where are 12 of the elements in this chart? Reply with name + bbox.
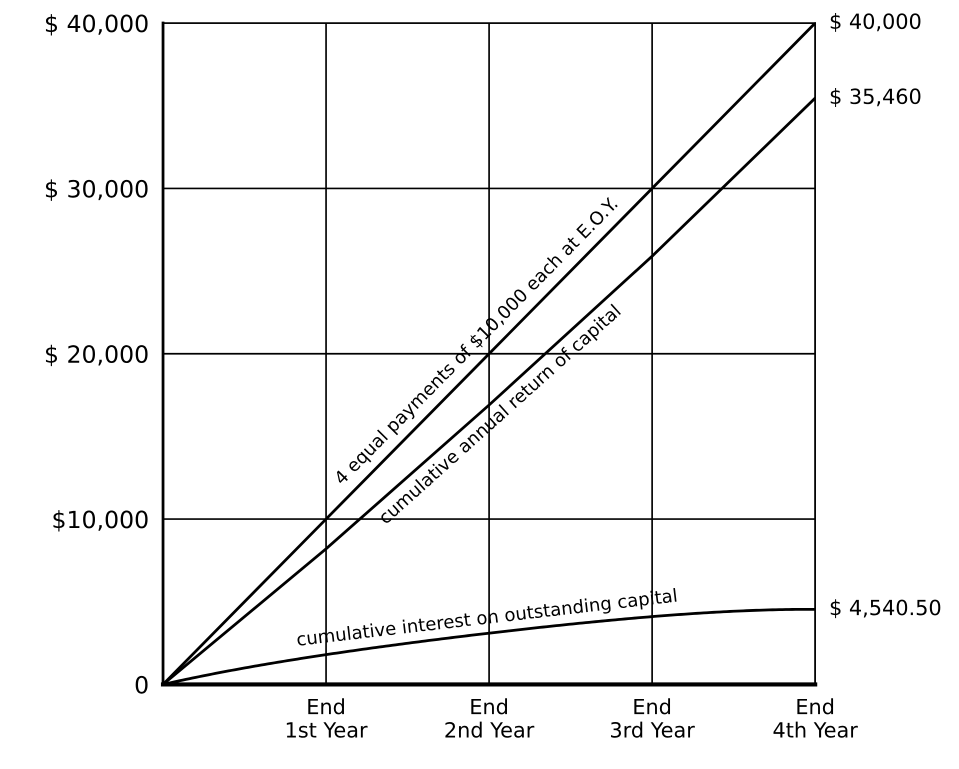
x-tick-label: End 4th Year [773,698,858,738]
data-label: $ 35,460 [830,88,920,107]
x-tick-label: End 3rd Year [611,698,695,738]
data-label: $ 4,540.50 [830,599,940,618]
y-tick-label: $ 40,000 [46,14,148,36]
y-tick-label: 0 [136,676,148,694]
y-tick-label: $ 20,000 [46,344,148,366]
y-tick-label: $10,000 [53,510,148,532]
x-tick-label: End 1st Year [286,698,368,738]
data-label: $ 40,000 [830,12,920,32]
x-tick-label: End 2nd Year [445,698,534,738]
y-tick-label: $ 30,000 [46,179,148,201]
